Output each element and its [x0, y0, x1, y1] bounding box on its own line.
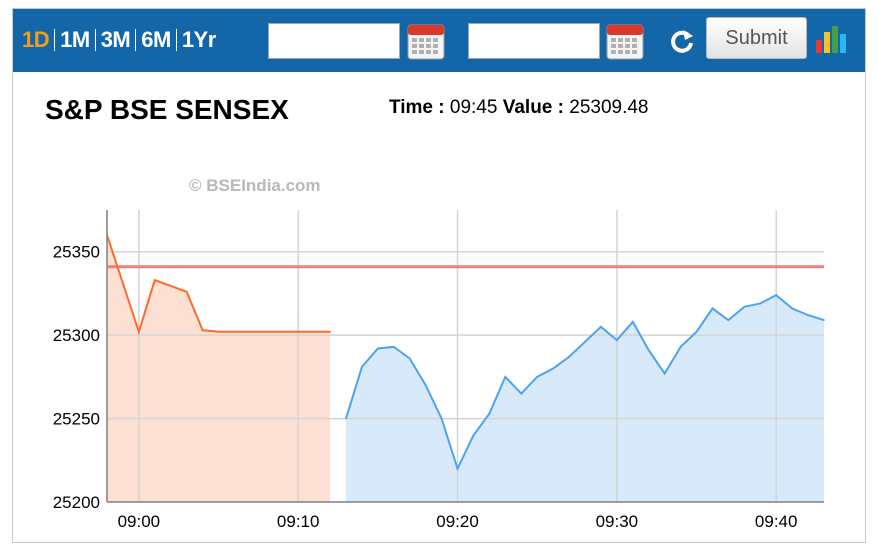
data-point [647, 349, 650, 351]
watermark: © BSEIndia.com [189, 176, 321, 195]
y-tick-label: 25350 [53, 243, 100, 262]
toolbar: 1D 1M 3M 6M 1Yr [13, 9, 865, 72]
data-point [552, 367, 554, 370]
value-label: Value : [502, 97, 564, 118]
series-area-0 [107, 235, 331, 502]
period-1m[interactable]: 1M [60, 27, 90, 52]
data-point [313, 331, 315, 333]
x-tick-label: 09:10 [277, 512, 320, 531]
data-point [807, 314, 809, 316]
data-point [456, 467, 459, 470]
data-point [743, 305, 746, 308]
time-value: 09:45 [449, 97, 498, 118]
x-tick-label: 09:30 [596, 512, 639, 531]
data-point [568, 356, 570, 358]
series-area-1 [346, 295, 824, 502]
data-point [138, 331, 140, 333]
data-point [408, 357, 411, 360]
data-point [520, 392, 523, 395]
bar-chart-icon[interactable] [815, 22, 849, 54]
period-selector: 1D 1M 3M 6M 1Yr [22, 26, 216, 54]
data-point [679, 346, 682, 348]
to-date-input[interactable] [468, 23, 600, 59]
data-point [695, 331, 698, 333]
data-point [584, 341, 586, 343]
data-point [504, 376, 507, 378]
widget-border [12, 8, 866, 543]
data-point [361, 366, 363, 368]
period-1d[interactable]: 1D [22, 27, 50, 52]
y-tick-label: 25300 [53, 326, 100, 345]
period-separator [175, 29, 177, 51]
data-point [440, 417, 443, 420]
period-1yr[interactable]: 1Yr [181, 27, 216, 52]
data-point [488, 412, 491, 415]
data-point [377, 347, 379, 350]
data-point [663, 372, 666, 375]
data-point [281, 331, 284, 333]
data-point [775, 294, 777, 296]
calendar-icon[interactable] [406, 21, 446, 61]
x-tick-label: 09:40 [755, 512, 798, 531]
chart-title: S&P BSE SENSEX [45, 94, 289, 125]
time-value-readout: Time : 09:45 Value : 25309.48 [389, 97, 649, 119]
data-point [632, 320, 634, 323]
calendar-icon[interactable] [605, 21, 645, 61]
y-tick-label: 25250 [53, 410, 100, 429]
period-separator [54, 29, 56, 51]
data-point [616, 339, 618, 341]
data-point [472, 434, 475, 437]
period-6m[interactable]: 6M [141, 27, 171, 52]
x-tick-label: 09:20 [436, 512, 479, 531]
data-point [393, 346, 395, 348]
data-point [201, 329, 204, 331]
x-tick-label: 09:00 [118, 512, 161, 531]
data-point [536, 376, 538, 378]
data-point [249, 331, 252, 333]
refresh-icon[interactable] [667, 26, 697, 56]
y-tick-label: 25200 [53, 493, 100, 512]
data-point [791, 307, 793, 310]
series-line-0 [106, 234, 331, 336]
data-point [233, 331, 236, 333]
data-point [217, 331, 220, 333]
data-point [759, 302, 762, 305]
data-point [185, 290, 188, 293]
period-3m[interactable]: 3M [100, 27, 131, 52]
period-separator [135, 29, 137, 51]
data-point [424, 384, 427, 387]
submit-button[interactable]: Submit [706, 17, 807, 59]
from-date-input[interactable] [268, 23, 400, 59]
data-point [265, 331, 268, 333]
data-point [727, 319, 730, 321]
data-point [823, 319, 825, 321]
data-point [329, 331, 331, 333]
period-separator [94, 29, 96, 51]
data-point [297, 331, 300, 333]
data-point [345, 417, 347, 420]
time-label: Time : [389, 97, 445, 118]
data-point [154, 279, 156, 281]
data-point [711, 307, 714, 310]
value-value: 25309.48 [569, 97, 649, 118]
data-point [600, 326, 602, 328]
